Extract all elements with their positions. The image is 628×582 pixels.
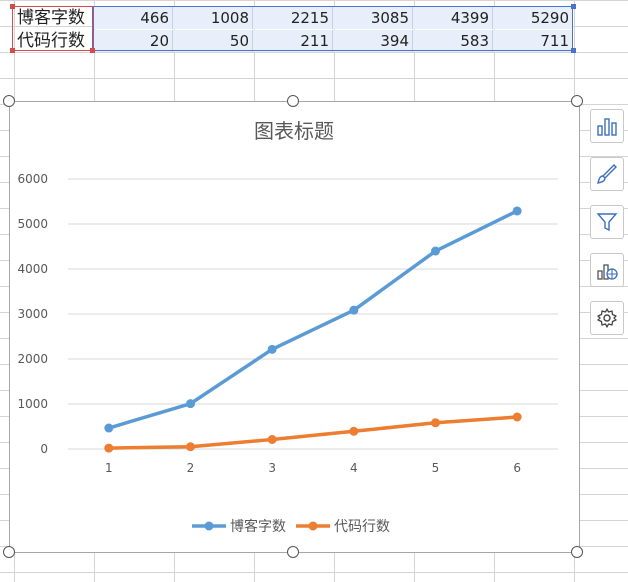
chart-resize-handle[interactable] <box>571 95 583 107</box>
x-tick-label: 3 <box>268 461 276 475</box>
data-point[interactable] <box>267 435 277 445</box>
table-cell[interactable]: 394 <box>333 30 413 52</box>
chart-resize-handle[interactable] <box>287 546 299 558</box>
table-cell[interactable]: 4399 <box>413 7 493 29</box>
legend-swatch-marker <box>204 521 214 531</box>
chart-resize-handle[interactable] <box>571 546 583 558</box>
chart-type-button[interactable] <box>590 253 624 287</box>
data-point[interactable] <box>349 305 359 315</box>
x-tick-label: 6 <box>513 461 521 475</box>
data-range-highlight[interactable] <box>93 6 573 51</box>
range-resize-handle[interactable] <box>10 4 15 9</box>
chart-settings-icon <box>597 308 617 328</box>
chart-svg: 图表标题 0 1000 2000 3000 4000 5000 6000 1 2 3 4 5 6 博客… <box>17 119 558 535</box>
chart-filter-icon <box>596 213 618 232</box>
chart-elements-button[interactable] <box>590 109 624 143</box>
chart-title[interactable]: 图表标题 <box>254 119 334 143</box>
series-line[interactable] <box>108 209 518 430</box>
y-tick-label: 2000 <box>17 352 48 366</box>
x-tick-label: 5 <box>432 461 440 475</box>
x-tick-label: 1 <box>105 461 113 475</box>
y-tick-label: 3000 <box>17 307 48 321</box>
y-tick-label: 5000 <box>17 217 48 231</box>
line-chart[interactable]: 图表标题 0 1000 2000 3000 4000 5000 6000 1 2 3 4 5 6 博客… <box>9 101 580 553</box>
table-cell[interactable]: 211 <box>253 30 333 52</box>
table-row: 代码行数 20 50 211 394 583 711 <box>13 30 573 52</box>
range-resize-handle[interactable] <box>10 48 15 53</box>
table-cell[interactable]: 20 <box>93 30 173 52</box>
data-point[interactable] <box>431 418 440 428</box>
data-point[interactable] <box>267 344 277 354</box>
chart-style-button[interactable] <box>590 157 624 191</box>
data-point[interactable] <box>186 399 195 409</box>
data-point[interactable] <box>104 423 114 433</box>
data-point[interactable] <box>431 246 440 256</box>
chart-settings-button[interactable] <box>590 301 624 335</box>
chart-type-icon <box>597 264 618 280</box>
table-cell[interactable]: 466 <box>93 7 173 29</box>
chart-filter-button[interactable] <box>590 205 624 239</box>
data-point[interactable] <box>512 206 522 216</box>
table-cell[interactable]: 711 <box>493 30 573 52</box>
data-point[interactable] <box>186 442 195 452</box>
chart-elements-icon <box>597 118 617 136</box>
y-tick-label: 6000 <box>17 172 48 186</box>
legend-label[interactable]: 博客字数 <box>230 518 286 535</box>
chart-resize-handle[interactable] <box>3 95 15 107</box>
chart-resize-handle[interactable] <box>287 95 299 107</box>
table-cell[interactable]: 1008 <box>173 7 253 29</box>
range-resize-handle[interactable] <box>571 4 576 9</box>
x-tick-label: 2 <box>187 461 195 475</box>
legend-label[interactable]: 代码行数 <box>334 519 390 535</box>
table-cell[interactable]: 3085 <box>333 7 413 29</box>
y-tick-label: 4000 <box>17 262 48 276</box>
data-point[interactable] <box>349 426 359 436</box>
table-row: 博客字数 466 1008 2215 3085 4399 5290 <box>13 7 573 29</box>
table-cell[interactable]: 5290 <box>493 7 573 29</box>
range-resize-handle[interactable] <box>571 48 576 53</box>
chart-style-icon <box>597 164 617 184</box>
chart-legend[interactable]: 博客字数 代码行数 <box>192 518 390 535</box>
y-tick-label: 1000 <box>17 397 48 411</box>
data-point[interactable] <box>104 443 114 453</box>
y-tick-label: 0 <box>40 442 48 456</box>
series-line[interactable] <box>108 415 518 450</box>
table-cell[interactable]: 2215 <box>253 7 333 29</box>
table-cell[interactable]: 50 <box>173 30 253 52</box>
table-cell[interactable]: 583 <box>413 30 493 52</box>
chart-resize-handle[interactable] <box>3 546 15 558</box>
range-resize-handle[interactable] <box>90 48 95 53</box>
x-tick-label: 4 <box>350 461 358 475</box>
series-name-range-highlight[interactable] <box>12 6 93 51</box>
legend-swatch-marker <box>308 521 318 531</box>
data-point[interactable] <box>512 412 522 422</box>
